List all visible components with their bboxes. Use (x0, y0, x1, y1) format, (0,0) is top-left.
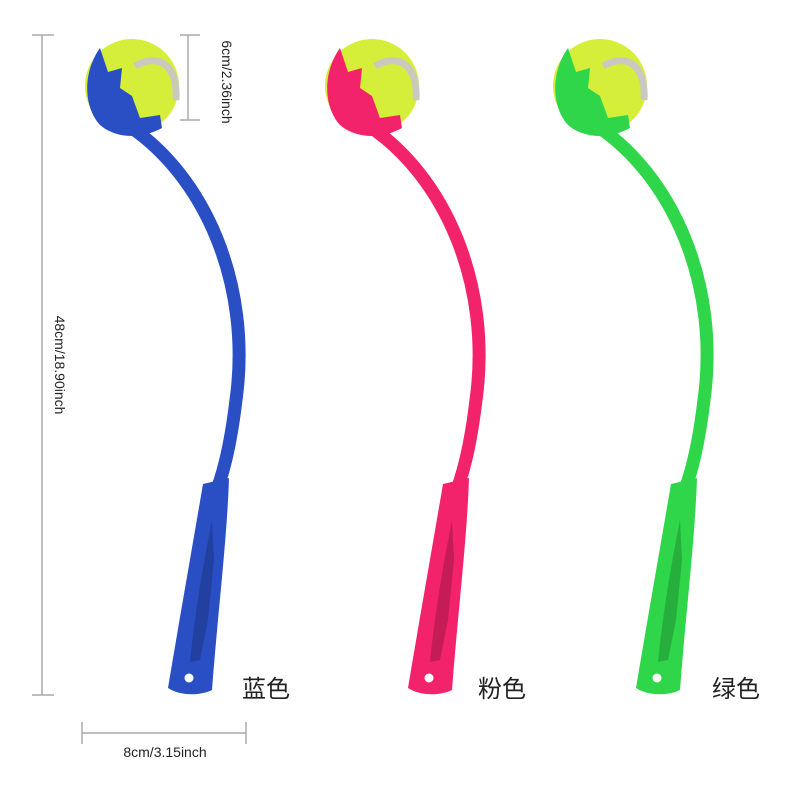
green-thrower (553, 39, 707, 694)
ball-label: 6cm/2.36inch (219, 40, 235, 123)
color-label: 粉色 (478, 675, 526, 703)
pink-thrower (325, 39, 479, 694)
width-label: 8cm/3.15inch (123, 744, 206, 760)
color-label: 绿色 (712, 675, 760, 703)
length-label: 48cm/18.90inch (52, 316, 68, 415)
color-label: 蓝色 (242, 675, 290, 703)
blue-thrower (85, 39, 239, 694)
